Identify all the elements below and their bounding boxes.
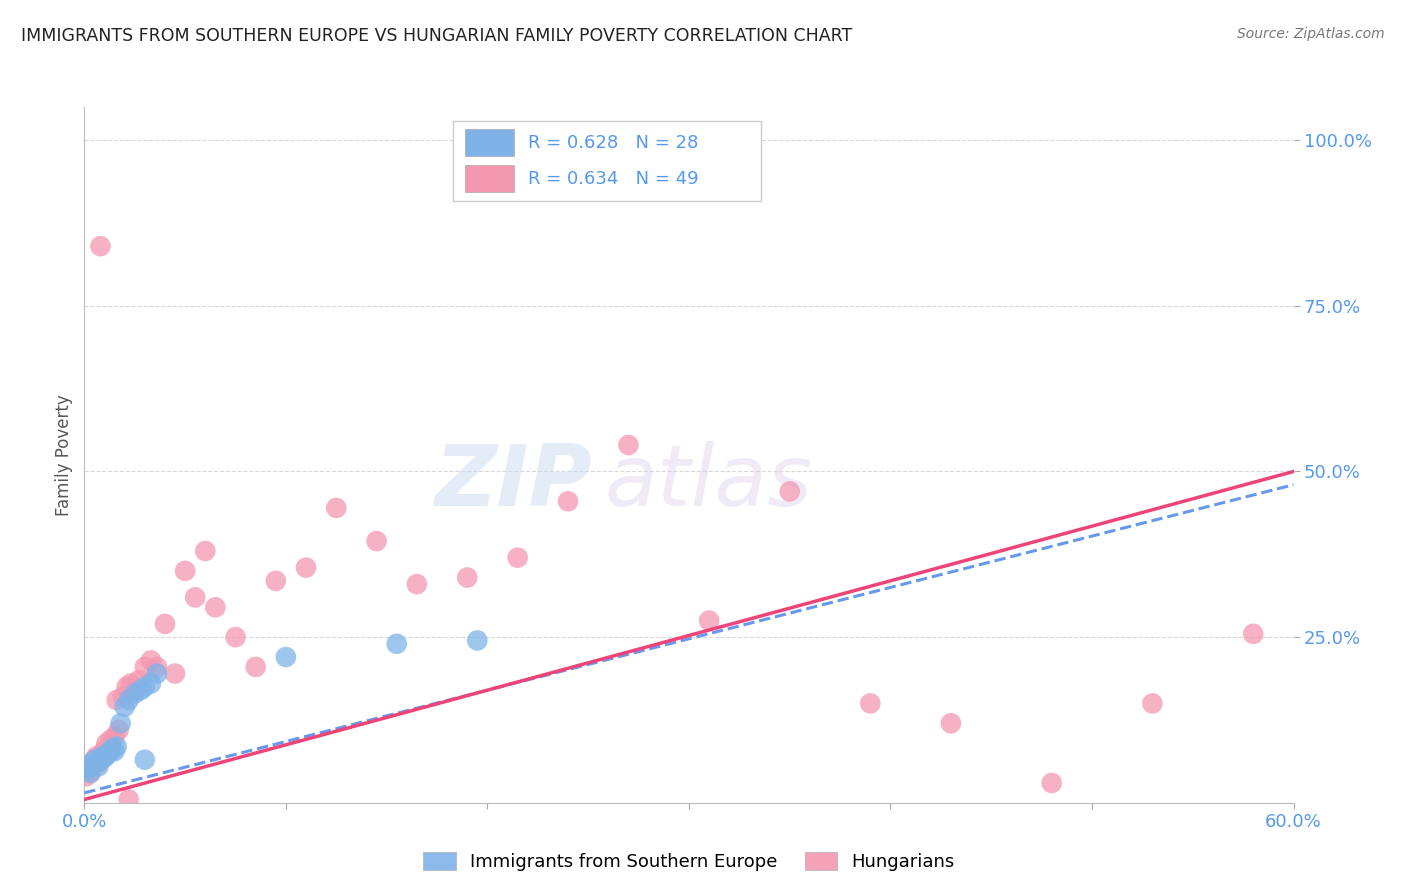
Text: R = 0.628   N = 28: R = 0.628 N = 28 bbox=[529, 134, 699, 153]
Point bbox=[86, 756, 108, 770]
Text: atlas: atlas bbox=[605, 442, 813, 524]
Point bbox=[697, 614, 720, 628]
Point bbox=[111, 690, 134, 704]
Point bbox=[79, 766, 101, 780]
Point bbox=[194, 544, 217, 558]
Point bbox=[557, 494, 579, 508]
Point bbox=[100, 744, 122, 758]
Point bbox=[114, 699, 136, 714]
Point bbox=[115, 680, 138, 694]
Point bbox=[75, 763, 97, 777]
Point bbox=[118, 792, 141, 806]
Text: Source: ZipAtlas.com: Source: ZipAtlas.com bbox=[1237, 27, 1385, 41]
Point bbox=[77, 763, 100, 777]
Point bbox=[77, 759, 100, 773]
Point bbox=[89, 239, 111, 253]
Point bbox=[174, 564, 197, 578]
FancyBboxPatch shape bbox=[465, 166, 513, 192]
Point bbox=[406, 577, 429, 591]
Point bbox=[204, 600, 226, 615]
Point bbox=[165, 666, 187, 681]
FancyBboxPatch shape bbox=[453, 121, 762, 201]
Point bbox=[225, 630, 247, 644]
Point bbox=[124, 686, 146, 700]
Point bbox=[184, 591, 207, 605]
Point bbox=[97, 746, 120, 760]
Point bbox=[467, 633, 489, 648]
Y-axis label: Family Poverty: Family Poverty bbox=[55, 394, 73, 516]
Point bbox=[89, 753, 111, 767]
Point bbox=[134, 753, 156, 767]
Point bbox=[105, 693, 128, 707]
FancyBboxPatch shape bbox=[465, 129, 513, 156]
Text: R = 0.634   N = 49: R = 0.634 N = 49 bbox=[529, 170, 699, 188]
Point bbox=[146, 660, 169, 674]
Point bbox=[93, 743, 115, 757]
Point bbox=[245, 660, 267, 674]
Point bbox=[153, 616, 176, 631]
Point bbox=[1142, 697, 1164, 711]
Point bbox=[96, 736, 118, 750]
Point bbox=[779, 484, 801, 499]
Point bbox=[264, 574, 287, 588]
Point bbox=[139, 653, 162, 667]
Point bbox=[82, 756, 104, 770]
Point bbox=[859, 697, 882, 711]
Point bbox=[75, 769, 97, 783]
Point bbox=[506, 550, 529, 565]
Text: IMMIGRANTS FROM SOUTHERN EUROPE VS HUNGARIAN FAMILY POVERTY CORRELATION CHART: IMMIGRANTS FROM SOUTHERN EUROPE VS HUNGA… bbox=[21, 27, 852, 45]
Point bbox=[93, 750, 115, 764]
Point bbox=[1241, 627, 1264, 641]
Point bbox=[124, 683, 146, 698]
Point bbox=[83, 753, 105, 767]
Legend: Immigrants from Southern Europe, Hungarians: Immigrants from Southern Europe, Hungari… bbox=[416, 845, 962, 879]
Point bbox=[146, 666, 169, 681]
Point bbox=[105, 739, 128, 754]
Point bbox=[325, 500, 347, 515]
Point bbox=[366, 534, 388, 549]
Point bbox=[295, 560, 318, 574]
Point bbox=[101, 741, 124, 756]
Point bbox=[110, 716, 132, 731]
Point bbox=[1040, 776, 1063, 790]
Point bbox=[87, 756, 110, 770]
Point bbox=[91, 746, 114, 760]
Point bbox=[86, 749, 108, 764]
Point bbox=[87, 759, 110, 773]
Point bbox=[385, 637, 408, 651]
Point bbox=[107, 723, 129, 737]
Point bbox=[83, 753, 105, 767]
Point bbox=[128, 673, 150, 688]
Point bbox=[104, 730, 127, 744]
Point bbox=[139, 676, 162, 690]
Point bbox=[274, 650, 297, 665]
Point bbox=[96, 748, 118, 763]
Point bbox=[91, 749, 114, 764]
Point bbox=[617, 438, 640, 452]
Point bbox=[82, 759, 104, 773]
Point bbox=[456, 570, 478, 584]
Text: ZIP: ZIP bbox=[434, 442, 592, 524]
Point bbox=[134, 660, 156, 674]
Point bbox=[134, 680, 156, 694]
Point bbox=[129, 683, 152, 698]
Point bbox=[939, 716, 962, 731]
Point bbox=[120, 676, 142, 690]
Point bbox=[89, 753, 111, 767]
Point bbox=[100, 732, 122, 747]
Point bbox=[104, 744, 127, 758]
Point bbox=[79, 766, 101, 780]
Point bbox=[118, 693, 141, 707]
